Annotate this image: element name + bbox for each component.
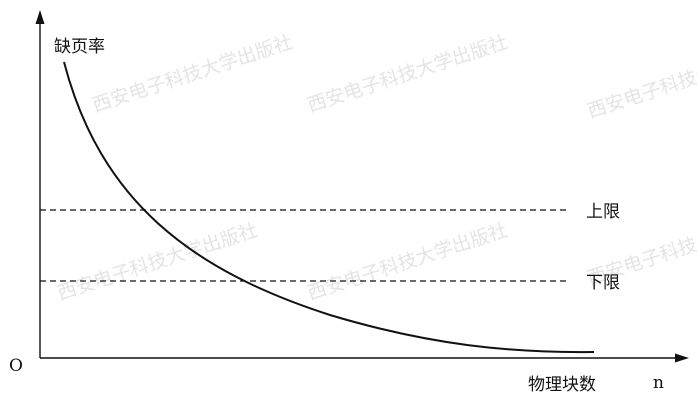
- watermark-text: 西安电子科技大学出版社: [90, 31, 296, 117]
- x-axis-symbol: n: [653, 373, 664, 393]
- origin-label: O: [9, 356, 23, 376]
- watermark-text: 西安电子科技大学出版社: [305, 219, 511, 305]
- y-axis-label: 缺页率: [54, 37, 105, 57]
- y-axis-arrow-icon: [35, 10, 45, 24]
- watermark-group: 西安电子科技大学出版社 西安电子科技大学出版社 西安电子科技大学出版社 西安电子…: [55, 31, 697, 305]
- x-axis-label: 物理块数: [528, 375, 596, 395]
- watermark-text: 西安电子科技大学出版社: [55, 219, 261, 305]
- upper-limit-label: 上限: [586, 202, 620, 222]
- watermark-text: 西安电子科技大学出版社: [305, 31, 511, 117]
- x-axis-arrow-icon: [675, 353, 689, 363]
- page-fault-rate-curve: [63, 61, 595, 354]
- watermark-text: 西安电子科技大学出版社: [585, 37, 697, 123]
- lower-limit-label: 下限: [586, 273, 620, 293]
